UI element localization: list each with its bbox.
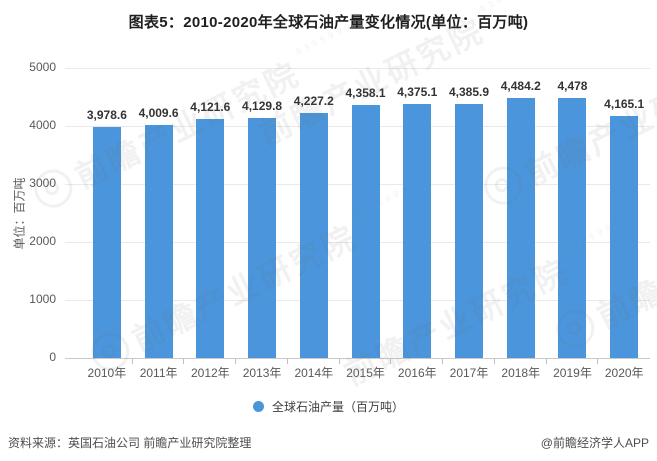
x-axis-tick-label: 2018年 (501, 366, 541, 380)
x-axis-tick-label: 2017年 (449, 366, 489, 380)
legend-label: 全球石油产量（百万吨） (271, 400, 404, 414)
legend-marker-icon (252, 401, 264, 412)
data-label: 4,121.6 (190, 99, 231, 114)
chart-title: 图表5：2010-2020年全球石油产量变化情况(单位：百万吨) (128, 14, 529, 31)
bar (351, 105, 380, 358)
x-axis-tick (442, 359, 444, 364)
legend: 全球石油产量（百万吨） (0, 398, 657, 415)
bar-column: 4,121.6 (184, 68, 237, 364)
y-axis-title: 单位：百万吨 (12, 177, 27, 250)
bar (196, 118, 225, 358)
data-label: 4,227.2 (293, 93, 334, 108)
y-axis-tick-label: 1000 (29, 292, 56, 306)
bar-column: 4,385.9 (443, 68, 495, 364)
y-axis-tick-label: 0 (49, 350, 56, 364)
x-axis-tick (493, 359, 495, 364)
data-label: 4,165.1 (604, 97, 645, 112)
bar (92, 127, 121, 358)
y-axis-tick-label: 2000 (29, 234, 56, 248)
bar (558, 98, 587, 358)
y-axis-tick-label: 5000 (29, 60, 56, 74)
data-label: 4,009.6 (138, 106, 179, 121)
y-axis-tick-label: 4000 (29, 118, 56, 132)
x-axis-tick-label: 2016年 (397, 366, 437, 380)
bar (144, 125, 173, 358)
x-axis-tick (286, 359, 288, 364)
bar (403, 104, 432, 358)
x-axis-tick-label: 2010年 (87, 366, 127, 380)
data-label: 3,978.6 (86, 108, 127, 123)
bar (299, 112, 328, 358)
gridline (65, 68, 650, 69)
x-axis-tick (338, 359, 340, 364)
source-note: 资料来源：英国石油公司 前瞻产业研究院整理 (8, 436, 252, 450)
x-axis-tick-label: 2012年 (190, 366, 230, 380)
bar (610, 116, 639, 358)
bar (455, 103, 483, 358)
data-label: 4,358.1 (345, 86, 386, 101)
credit-note: @前瞻经济学人APP (540, 436, 649, 450)
x-axis-tick (235, 359, 237, 364)
data-label: 4,129.8 (242, 99, 283, 114)
x-axis-tick-label: 2015年 (346, 366, 385, 380)
bar (248, 118, 277, 358)
x-axis-tick (597, 359, 599, 364)
x-axis-tick-label: 2013年 (242, 366, 282, 380)
data-label: 4,484.2 (500, 78, 541, 93)
bar-column: 4,165.1 (598, 68, 650, 358)
footer: 资料来源：英国石油公司 前瞻产业研究院整理 @前瞻经济学人APP (8, 434, 649, 451)
x-axis-tick-label: 2019年 (553, 366, 592, 380)
bar-column: 4,375.1 (391, 68, 444, 364)
plot-area: 3,978.6 4,009.6 4,121.6 4,129.8 4,227.2 4,358… (65, 68, 650, 364)
bar-column: 3,978.6 (81, 68, 133, 364)
y-axis-tick-label: 3000 (29, 176, 56, 190)
bar-column: 4,484.2 (495, 68, 547, 364)
x-axis-tick (183, 359, 185, 364)
x-axis-tick (390, 359, 392, 364)
bar-column: 4,358.1 (340, 68, 392, 364)
data-label: 4,478 (557, 79, 588, 94)
x-axis-tick (545, 359, 547, 364)
bar-series: 3,978.6 4,009.6 4,121.6 4,129.8 4,227.2 4,358… (81, 68, 650, 364)
x-axis-tick-label: 2020年 (604, 366, 644, 380)
bar-column: 4,227.2 (288, 68, 340, 364)
x-axis-tick-label: 2011年 (139, 366, 178, 380)
x-axis-tick-labels: 2010年 2011年 2012年 2013年 2014年 2015年 2016年 2017年… (81, 364, 650, 381)
bar-column: 4,478 (547, 68, 599, 364)
data-label: 4,375.1 (397, 85, 438, 100)
bar-column: 4,129.8 (236, 68, 288, 364)
x-axis-tick-label: 2014年 (294, 366, 334, 380)
bar-column: 4,009.6 (133, 68, 185, 364)
x-axis-tick (131, 359, 133, 364)
bar (506, 97, 535, 358)
data-label: 4,385.9 (448, 84, 490, 99)
